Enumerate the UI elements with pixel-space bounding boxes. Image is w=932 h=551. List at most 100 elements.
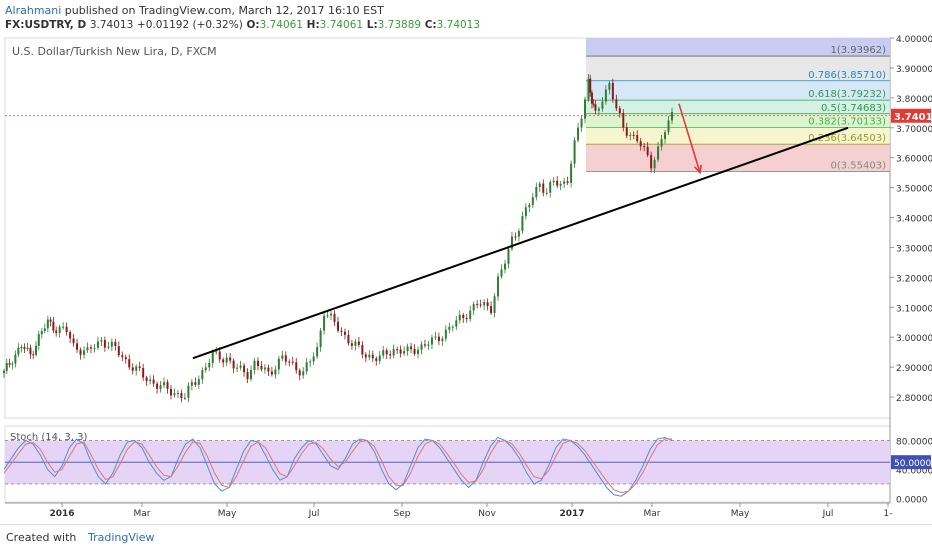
candle-body <box>667 120 670 133</box>
candle-body <box>49 319 52 322</box>
fib-label: 0(3.55403) <box>830 160 886 171</box>
candle-body <box>618 108 621 114</box>
time-tick-label: 2016 <box>49 509 74 519</box>
candle-body <box>14 354 17 364</box>
candle-body <box>559 183 562 186</box>
close-value: 3.74013 <box>436 19 481 31</box>
candle-body <box>615 99 618 109</box>
candle-body <box>145 377 148 382</box>
price-tick-label: 3.60000 <box>896 155 932 165</box>
low-label: L: <box>366 19 378 31</box>
candle-body <box>107 346 110 348</box>
candle-body <box>592 103 595 105</box>
candle-body <box>650 155 653 169</box>
current-price-label: 3.74013 <box>894 112 932 123</box>
candle-body <box>361 344 364 355</box>
time-tick-label: Sep <box>394 509 411 519</box>
candle-body <box>124 357 127 360</box>
candle-body <box>472 303 475 311</box>
candle-body <box>476 303 479 305</box>
candle-body <box>89 347 92 349</box>
candle-body <box>632 134 635 136</box>
candle-body <box>434 336 437 338</box>
candle-body <box>643 146 646 148</box>
candle-body <box>26 347 29 350</box>
candle-body <box>270 371 273 375</box>
candle-body <box>413 349 416 354</box>
stoch-d-line <box>3 438 672 494</box>
candle-body <box>312 356 315 362</box>
candle-body <box>37 334 40 346</box>
candle-body <box>420 344 423 350</box>
time-tick-label: Nov <box>478 509 496 519</box>
candle-body <box>378 355 381 361</box>
candle-body <box>528 204 531 208</box>
candle-body <box>72 338 75 344</box>
candle-body <box>281 355 284 359</box>
candle-body <box>128 359 131 368</box>
publish-info: published on TradingView.com, March 12, … <box>61 4 384 17</box>
fib-zone <box>586 100 890 114</box>
candle-body <box>410 346 413 350</box>
candle-body <box>305 362 308 372</box>
candle-body <box>32 354 35 356</box>
candle-body <box>69 332 72 339</box>
price-tick-label: 3.30000 <box>896 244 932 254</box>
candle-body <box>490 306 493 314</box>
candle-body <box>173 393 176 396</box>
candle-body <box>448 326 451 330</box>
candle-body <box>535 186 538 198</box>
candle-body <box>250 370 253 380</box>
author-link[interactable]: Alrahmani <box>5 4 62 17</box>
price-chart[interactable]: 1(3.93962) 0.786(3.85710) 0.618(3.79232) 0.… <box>0 0 932 524</box>
candle-body <box>103 340 106 348</box>
candle-body <box>79 349 82 355</box>
candle-body <box>427 344 430 346</box>
candle-body <box>23 347 26 350</box>
candle-body <box>152 379 155 384</box>
candle-body <box>437 336 440 342</box>
candle-body <box>423 344 426 346</box>
candle-body <box>55 330 58 333</box>
time-tick-label: May <box>731 509 750 519</box>
candle-body <box>594 104 597 111</box>
price-tick-label: 2.90000 <box>896 364 932 374</box>
candle-body <box>545 192 548 194</box>
candle-body <box>3 370 5 374</box>
candle-body <box>295 362 298 371</box>
candle-body <box>340 330 343 332</box>
candle-body <box>65 326 68 333</box>
candle-body <box>350 343 353 346</box>
candle-body <box>194 382 197 385</box>
candle-body <box>337 321 339 331</box>
candle-body <box>326 315 329 317</box>
candle-body <box>657 146 660 160</box>
candle-body <box>497 276 500 297</box>
candle-body <box>671 111 673 121</box>
tradingview-logo-text[interactable]: TradingView <box>88 531 155 544</box>
time-tick-label: May <box>218 509 237 519</box>
candle-body <box>208 362 211 368</box>
candle-body <box>62 326 65 328</box>
candle-body <box>159 385 162 389</box>
price-change: +0.01192 (+0.32%) <box>136 19 243 31</box>
candle-body <box>451 326 454 328</box>
price-tick-label: 3.10000 <box>896 304 932 314</box>
candle-body <box>222 359 225 363</box>
candle-body <box>135 366 138 371</box>
candle-body <box>375 358 378 361</box>
candle-body <box>204 367 207 371</box>
candle-body <box>580 118 583 128</box>
candle-body <box>333 313 336 322</box>
candle-body <box>236 367 239 369</box>
candle-body <box>40 331 43 335</box>
candle-body <box>371 354 374 359</box>
candle-body <box>514 236 517 238</box>
current-price-tag <box>891 108 931 123</box>
candle-body <box>156 383 159 389</box>
open-value: 3.74061 <box>259 19 304 31</box>
candle-body <box>507 248 510 264</box>
stoch-k-line <box>3 436 673 497</box>
candle-body <box>458 314 461 321</box>
candle-body <box>399 349 402 354</box>
